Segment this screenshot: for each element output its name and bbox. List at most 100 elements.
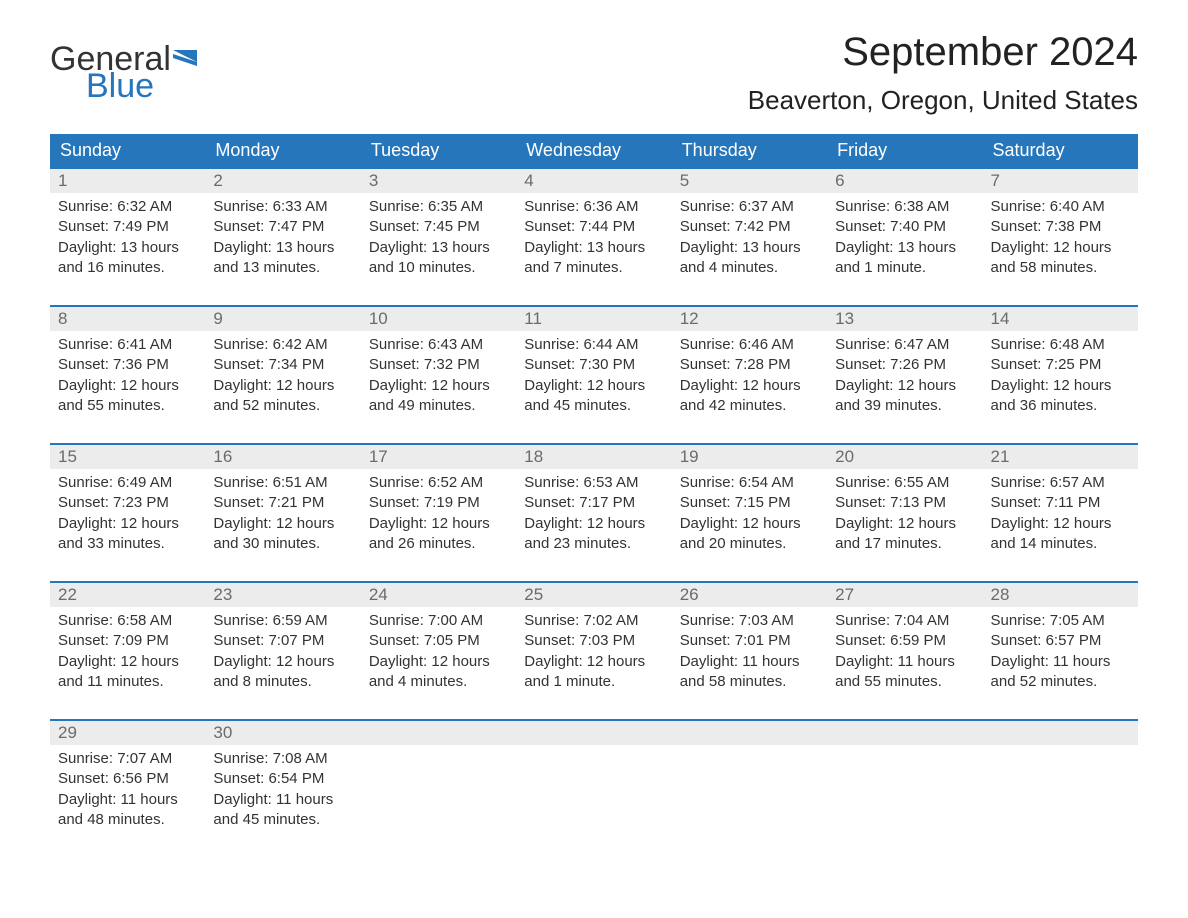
day-sunset: Sunset: 7:03 PM bbox=[524, 631, 663, 651]
day-number-row: 20 bbox=[827, 445, 982, 469]
day-body: Sunrise: 6:42 AMSunset: 7:34 PMDaylight:… bbox=[205, 331, 360, 424]
day-sunset: Sunset: 7:44 PM bbox=[524, 217, 663, 237]
day-sunset: Sunset: 7:40 PM bbox=[835, 217, 974, 237]
day-number: 19 bbox=[672, 445, 827, 469]
day-number: 7 bbox=[983, 169, 1138, 193]
weekday-header-row: Sunday Monday Tuesday Wednesday Thursday… bbox=[50, 134, 1138, 167]
weekday-header: Saturday bbox=[983, 134, 1138, 167]
day-dl2: and 26 minutes. bbox=[369, 534, 508, 554]
day-sunset: Sunset: 7:30 PM bbox=[524, 355, 663, 375]
day-dl1: Daylight: 12 hours bbox=[991, 514, 1130, 534]
day-dl2: and 52 minutes. bbox=[991, 672, 1130, 692]
calendar-day: 13Sunrise: 6:47 AMSunset: 7:26 PMDayligh… bbox=[827, 307, 982, 425]
calendar-week: 1Sunrise: 6:32 AMSunset: 7:49 PMDaylight… bbox=[50, 167, 1138, 287]
day-dl2: and 13 minutes. bbox=[213, 258, 352, 278]
day-body: Sunrise: 7:04 AMSunset: 6:59 PMDaylight:… bbox=[827, 607, 982, 700]
day-dl1: Daylight: 13 hours bbox=[213, 238, 352, 258]
day-sunset: Sunset: 7:28 PM bbox=[680, 355, 819, 375]
day-dl2: and 23 minutes. bbox=[524, 534, 663, 554]
day-sunrise: Sunrise: 6:49 AM bbox=[58, 473, 197, 493]
day-dl2: and 4 minutes. bbox=[680, 258, 819, 278]
day-body: Sunrise: 6:53 AMSunset: 7:17 PMDaylight:… bbox=[516, 469, 671, 562]
calendar-day: 19Sunrise: 6:54 AMSunset: 7:15 PMDayligh… bbox=[672, 445, 827, 563]
day-dl1: Daylight: 12 hours bbox=[369, 652, 508, 672]
day-number-row: 11 bbox=[516, 307, 671, 331]
day-sunrise: Sunrise: 6:43 AM bbox=[369, 335, 508, 355]
day-sunrise: Sunrise: 7:02 AM bbox=[524, 611, 663, 631]
day-sunrise: Sunrise: 6:38 AM bbox=[835, 197, 974, 217]
month-title: September 2024 bbox=[748, 30, 1138, 75]
day-dl1: Daylight: 11 hours bbox=[680, 652, 819, 672]
day-number-row: 29 bbox=[50, 721, 205, 745]
day-number: 17 bbox=[361, 445, 516, 469]
day-number: 20 bbox=[827, 445, 982, 469]
day-dl1: Daylight: 12 hours bbox=[369, 376, 508, 396]
day-body: Sunrise: 6:54 AMSunset: 7:15 PMDaylight:… bbox=[672, 469, 827, 562]
day-number: 2 bbox=[205, 169, 360, 193]
location-label: Beaverton, Oregon, United States bbox=[748, 85, 1138, 116]
calendar-day: 22Sunrise: 6:58 AMSunset: 7:09 PMDayligh… bbox=[50, 583, 205, 701]
day-dl2: and 42 minutes. bbox=[680, 396, 819, 416]
day-sunset: Sunset: 7:21 PM bbox=[213, 493, 352, 513]
day-number: 16 bbox=[205, 445, 360, 469]
day-dl1: Daylight: 12 hours bbox=[58, 376, 197, 396]
day-number-row: 30 bbox=[205, 721, 360, 745]
day-dl1: Daylight: 13 hours bbox=[835, 238, 974, 258]
title-block: September 2024 Beaverton, Oregon, United… bbox=[748, 30, 1138, 116]
day-dl2: and 17 minutes. bbox=[835, 534, 974, 554]
calendar-day: 4Sunrise: 6:36 AMSunset: 7:44 PMDaylight… bbox=[516, 169, 671, 287]
day-sunrise: Sunrise: 6:52 AM bbox=[369, 473, 508, 493]
day-dl1: Daylight: 11 hours bbox=[835, 652, 974, 672]
day-dl2: and 8 minutes. bbox=[213, 672, 352, 692]
calendar-day: 7Sunrise: 6:40 AMSunset: 7:38 PMDaylight… bbox=[983, 169, 1138, 287]
day-sunset: Sunset: 7:07 PM bbox=[213, 631, 352, 651]
weekday-header: Tuesday bbox=[361, 134, 516, 167]
day-sunset: Sunset: 7:45 PM bbox=[369, 217, 508, 237]
calendar-day bbox=[516, 721, 671, 839]
day-body: Sunrise: 6:59 AMSunset: 7:07 PMDaylight:… bbox=[205, 607, 360, 700]
weekday-header: Sunday bbox=[50, 134, 205, 167]
day-body: Sunrise: 6:44 AMSunset: 7:30 PMDaylight:… bbox=[516, 331, 671, 424]
day-sunset: Sunset: 6:59 PM bbox=[835, 631, 974, 651]
day-sunrise: Sunrise: 6:54 AM bbox=[680, 473, 819, 493]
calendar-day: 17Sunrise: 6:52 AMSunset: 7:19 PMDayligh… bbox=[361, 445, 516, 563]
day-dl1: Daylight: 11 hours bbox=[58, 790, 197, 810]
day-number-row: 26 bbox=[672, 583, 827, 607]
day-number-row: 21 bbox=[983, 445, 1138, 469]
day-body: Sunrise: 6:41 AMSunset: 7:36 PMDaylight:… bbox=[50, 331, 205, 424]
day-body: Sunrise: 6:40 AMSunset: 7:38 PMDaylight:… bbox=[983, 193, 1138, 286]
weekday-header: Monday bbox=[205, 134, 360, 167]
day-sunset: Sunset: 7:13 PM bbox=[835, 493, 974, 513]
day-body: Sunrise: 6:32 AMSunset: 7:49 PMDaylight:… bbox=[50, 193, 205, 286]
day-number-row: 17 bbox=[361, 445, 516, 469]
calendar-day: 3Sunrise: 6:35 AMSunset: 7:45 PMDaylight… bbox=[361, 169, 516, 287]
day-dl2: and 30 minutes. bbox=[213, 534, 352, 554]
day-body: Sunrise: 6:49 AMSunset: 7:23 PMDaylight:… bbox=[50, 469, 205, 562]
calendar-day: 11Sunrise: 6:44 AMSunset: 7:30 PMDayligh… bbox=[516, 307, 671, 425]
day-dl2: and 45 minutes. bbox=[524, 396, 663, 416]
day-sunrise: Sunrise: 6:37 AM bbox=[680, 197, 819, 217]
day-dl1: Daylight: 13 hours bbox=[680, 238, 819, 258]
calendar-day: 1Sunrise: 6:32 AMSunset: 7:49 PMDaylight… bbox=[50, 169, 205, 287]
day-sunset: Sunset: 7:23 PM bbox=[58, 493, 197, 513]
day-number-row: 13 bbox=[827, 307, 982, 331]
day-dl2: and 1 minute. bbox=[524, 672, 663, 692]
calendar-day: 14Sunrise: 6:48 AMSunset: 7:25 PMDayligh… bbox=[983, 307, 1138, 425]
day-sunrise: Sunrise: 6:55 AM bbox=[835, 473, 974, 493]
day-sunset: Sunset: 7:05 PM bbox=[369, 631, 508, 651]
day-dl1: Daylight: 12 hours bbox=[58, 652, 197, 672]
calendar-day: 29Sunrise: 7:07 AMSunset: 6:56 PMDayligh… bbox=[50, 721, 205, 839]
day-number-row bbox=[983, 721, 1138, 745]
calendar-day: 20Sunrise: 6:55 AMSunset: 7:13 PMDayligh… bbox=[827, 445, 982, 563]
day-body: Sunrise: 6:52 AMSunset: 7:19 PMDaylight:… bbox=[361, 469, 516, 562]
day-body: Sunrise: 6:48 AMSunset: 7:25 PMDaylight:… bbox=[983, 331, 1138, 424]
day-dl2: and 4 minutes. bbox=[369, 672, 508, 692]
day-dl1: Daylight: 12 hours bbox=[524, 652, 663, 672]
calendar-week: 29Sunrise: 7:07 AMSunset: 6:56 PMDayligh… bbox=[50, 719, 1138, 839]
day-number-row: 12 bbox=[672, 307, 827, 331]
calendar-day: 10Sunrise: 6:43 AMSunset: 7:32 PMDayligh… bbox=[361, 307, 516, 425]
day-number: 11 bbox=[516, 307, 671, 331]
day-sunrise: Sunrise: 6:40 AM bbox=[991, 197, 1130, 217]
day-number-row: 8 bbox=[50, 307, 205, 331]
day-sunrise: Sunrise: 7:03 AM bbox=[680, 611, 819, 631]
